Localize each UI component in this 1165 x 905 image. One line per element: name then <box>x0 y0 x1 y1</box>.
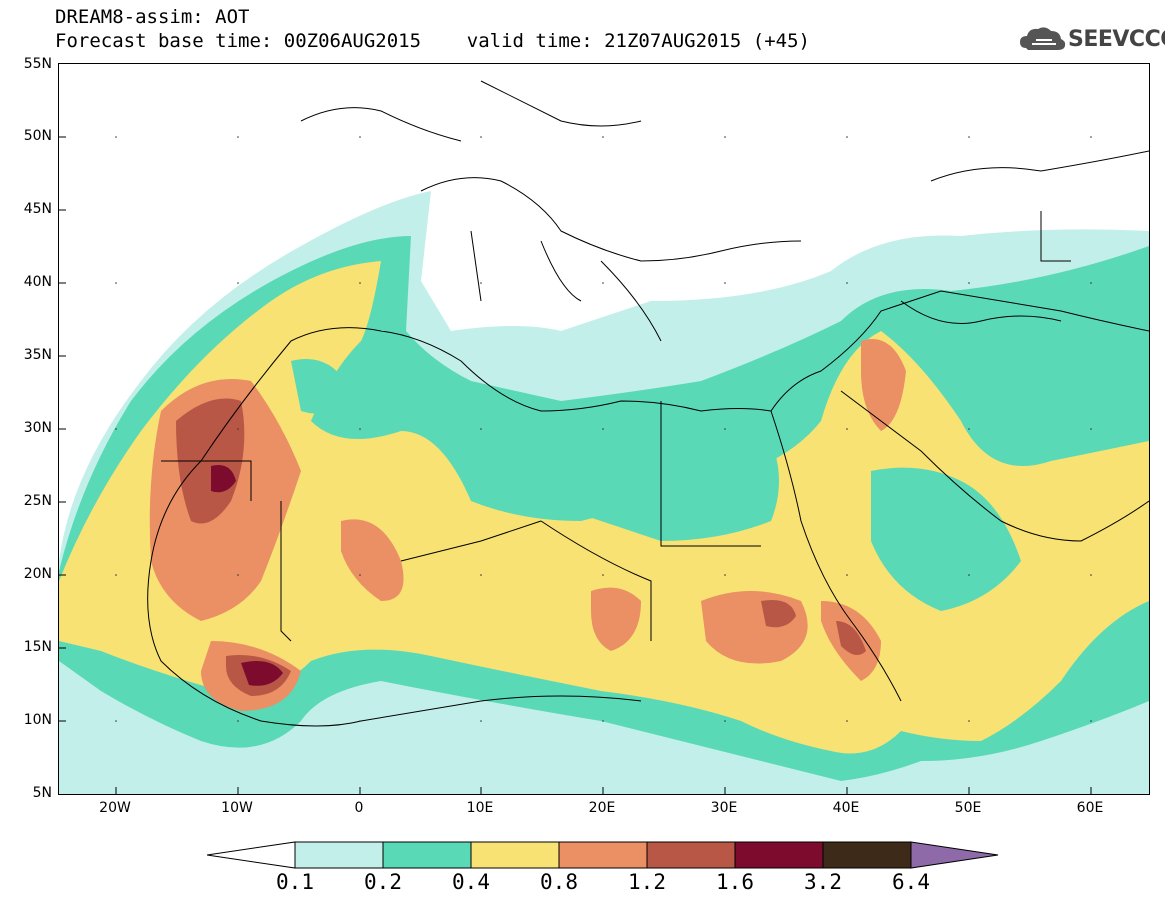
aot-map <box>58 63 1150 795</box>
aot-level-1.6-morocco <box>211 465 236 493</box>
map-title: DREAM8-assim: AOT <box>55 6 250 28</box>
colorbar-bin-0.1-0.2 <box>294 841 384 869</box>
colorbar-label: 1.6 <box>716 870 754 894</box>
aot-green-algeria <box>291 359 351 414</box>
colorbar-high-arrow <box>910 841 999 869</box>
aot-green-arabia <box>871 467 1021 611</box>
colorbar-label: 1.2 <box>628 870 666 894</box>
cloud-icon <box>1020 27 1066 50</box>
aot-level-1.6-mali <box>241 660 283 686</box>
lat-label-20n: 20N <box>23 566 52 582</box>
lon-label-10e: 10E <box>466 800 494 816</box>
colorbar-bin-0.8-1.2 <box>558 841 648 869</box>
colorbar-bin-0.2-0.4 <box>382 841 472 869</box>
colorbar <box>207 841 999 869</box>
lat-label-25n: 25N <box>23 493 52 509</box>
lon-label-20e: 20E <box>588 800 616 816</box>
forecast-time-line: Forecast base time: 00Z06AUG2015 valid t… <box>55 30 810 52</box>
lat-label-50n: 50N <box>23 128 52 144</box>
colorbar-label: 0.2 <box>364 870 402 894</box>
lon-label-20w: 20W <box>99 800 131 816</box>
aot-field <box>59 80 1149 794</box>
colorbar-label: 0.8 <box>540 870 578 894</box>
lat-label-5n: 5N <box>32 785 52 801</box>
country-borders <box>147 80 1149 727</box>
colorbar-bin-0.4-0.8 <box>470 841 560 869</box>
aot-level-0.8-chad <box>591 587 641 651</box>
colorbar-label: 0.4 <box>452 870 490 894</box>
lat-label-45n: 45N <box>23 201 52 217</box>
lat-label-40n: 40N <box>23 274 52 290</box>
lon-label-50e: 50E <box>954 800 982 816</box>
aot-green-egypt <box>461 401 779 541</box>
lat-label-10n: 10N <box>23 712 52 728</box>
colorbar-bin-1.2-1.6 <box>646 841 736 869</box>
aot-level-1.2-sudan <box>761 600 796 628</box>
lat-label-30n: 30N <box>23 420 52 436</box>
colorbar-bin-1.6-3.2 <box>734 841 824 869</box>
aot-level-1.2-eritrea <box>836 621 866 655</box>
logo-text: SEEVCCC <box>1068 27 1165 52</box>
colorbar-low-arrow <box>207 841 296 869</box>
lat-label-15n: 15N <box>23 639 52 655</box>
axis-ticks <box>59 136 1092 794</box>
colorbar-label: 6.4 <box>892 870 930 894</box>
lon-label-40e: 40E <box>832 800 860 816</box>
lat-label-35n: 35N <box>23 347 52 363</box>
graticule <box>115 136 1092 722</box>
aot-level-0.8-iraq <box>861 339 906 431</box>
lon-label-30e: 30E <box>710 800 738 816</box>
aot-level-0.8-algeria <box>341 519 404 601</box>
colorbar-label: 0.1 <box>276 870 314 894</box>
lat-label-55n: 55N <box>23 56 52 72</box>
colorbar-bin-3.2-6.4 <box>822 841 912 869</box>
colorbar-label: 3.2 <box>804 870 842 894</box>
lon-label-10w: 10W <box>221 800 253 816</box>
lon-label-60e: 60E <box>1076 800 1104 816</box>
lon-label-0: 0 <box>354 800 364 816</box>
